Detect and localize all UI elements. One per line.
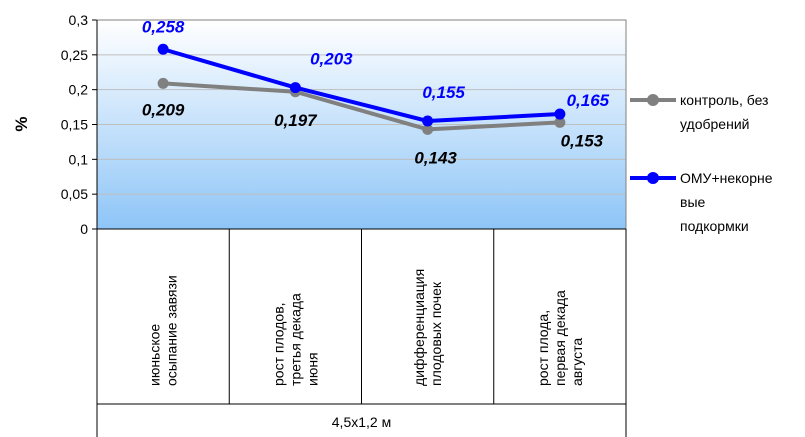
- category-label-line: третья декада: [287, 293, 303, 386]
- category-label: рост плодов, третья декада июня: [270, 293, 320, 386]
- data-label: 0,143: [414, 148, 457, 167]
- legend-label: контроль, без: [680, 92, 768, 108]
- y-tick-label: 0,05: [61, 186, 88, 202]
- legend-swatch-marker: [647, 172, 659, 184]
- series-point: [422, 123, 434, 135]
- legend-label: ОМУ+некорне: [680, 170, 773, 186]
- legend-label: удобрений: [680, 116, 749, 132]
- legend-label: подкормки: [680, 218, 749, 234]
- y-tick-label: 0,1: [69, 151, 89, 167]
- data-label: 0,153: [561, 131, 604, 150]
- series-line: [162, 81, 560, 132]
- y-tick-label: 0: [80, 221, 88, 237]
- data-label: 0,258: [142, 17, 185, 36]
- data-label: 0,197: [274, 111, 318, 130]
- group-label: 4,5х1,2 м: [332, 414, 391, 430]
- series-point: [554, 116, 566, 128]
- legend-item: контроль, без удобрений: [630, 92, 768, 132]
- data-label: 0,155: [422, 83, 465, 102]
- category-label-line: осыпание завязи: [164, 275, 180, 386]
- series-point: [157, 77, 169, 89]
- category-label-line: рост плодов,: [270, 302, 286, 386]
- legend-swatch-marker: [647, 94, 659, 106]
- category-label: июньское осыпание завязи: [147, 275, 180, 386]
- y-tick-labels: 0 0,05 0,1 0,15 0,2 0,25 0,3: [61, 12, 88, 237]
- category-labels: июньское осыпание завязи рост плодов, треть…: [147, 269, 585, 386]
- category-label: рост плода, первая декада августа: [535, 290, 585, 386]
- series-point: [422, 115, 434, 127]
- category-label-line: плодовых почек: [428, 281, 444, 386]
- data-label: 0,209: [142, 100, 185, 119]
- y-tick-label: 0,2: [69, 82, 89, 98]
- series-point: [554, 108, 566, 120]
- y-axis-label: %: [12, 116, 31, 131]
- y-tick-label: 0,25: [61, 47, 88, 63]
- legend-label: вые: [680, 194, 706, 210]
- legend: контроль, без удобрений ОМУ+некорне вые подк…: [630, 92, 773, 234]
- category-label-line: июньское: [147, 324, 163, 386]
- category-label-line: первая декада: [552, 290, 568, 386]
- axes: [92, 19, 627, 437]
- category-label-line: рост плода,: [535, 310, 551, 386]
- series-point: [289, 82, 301, 94]
- y-tick-label: 0,15: [61, 117, 88, 133]
- series-line: [162, 47, 560, 124]
- category-label-line: августа: [569, 338, 585, 386]
- y-tick-label: 0,3: [69, 12, 89, 28]
- data-label: 0,165: [567, 91, 610, 110]
- series: [157, 43, 566, 135]
- series-point: [157, 43, 169, 55]
- category-label: дифференциация плодовых почек: [411, 269, 444, 386]
- data-label: 0,203: [310, 50, 353, 69]
- legend-item: ОМУ+некорне вые подкормки: [630, 170, 773, 234]
- data-labels: 0,209 0,197 0,143 0,153 0,258 0,203 0,155 0,165: [142, 17, 610, 167]
- category-label-line: июня: [304, 352, 320, 386]
- category-label-line: дифференциация: [411, 269, 427, 386]
